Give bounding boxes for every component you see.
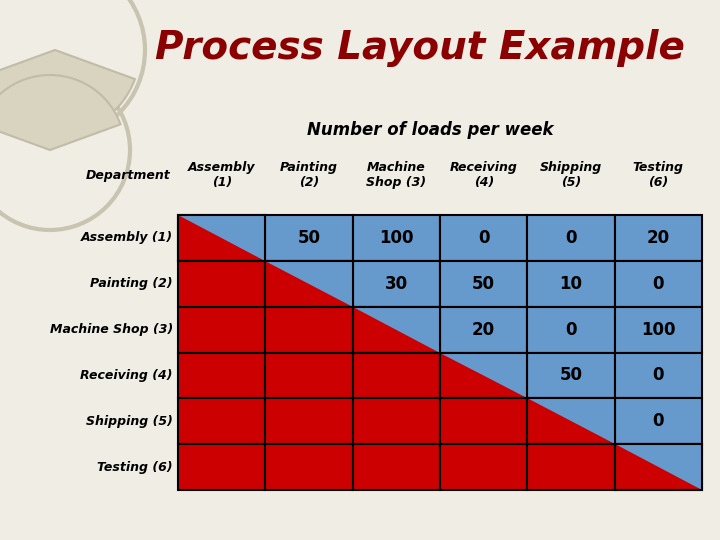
Bar bbox=[440, 261, 527, 307]
Bar bbox=[440, 399, 527, 444]
Bar bbox=[615, 444, 702, 490]
Wedge shape bbox=[0, 75, 120, 150]
Text: Machine
Shop (3): Machine Shop (3) bbox=[366, 161, 426, 189]
Bar bbox=[353, 307, 440, 353]
Bar bbox=[615, 307, 702, 353]
Bar bbox=[266, 307, 353, 353]
Bar bbox=[353, 215, 440, 261]
Bar bbox=[440, 444, 527, 490]
Text: Testing
(6): Testing (6) bbox=[633, 161, 684, 189]
Text: 0: 0 bbox=[652, 412, 664, 430]
Text: Receiving (4): Receiving (4) bbox=[81, 369, 173, 382]
Text: 0: 0 bbox=[478, 229, 490, 247]
Bar bbox=[266, 215, 353, 261]
Bar bbox=[615, 353, 702, 399]
Bar bbox=[353, 444, 440, 490]
Text: Assembly
(1): Assembly (1) bbox=[188, 161, 256, 189]
Bar bbox=[353, 399, 440, 444]
Text: 100: 100 bbox=[379, 229, 413, 247]
Bar bbox=[527, 444, 615, 490]
Text: 0: 0 bbox=[565, 321, 577, 339]
Bar bbox=[527, 307, 615, 353]
Text: 20: 20 bbox=[647, 229, 670, 247]
Bar bbox=[527, 215, 615, 261]
Bar bbox=[527, 399, 615, 444]
Text: Receiving
(4): Receiving (4) bbox=[450, 161, 518, 189]
Bar bbox=[353, 261, 440, 307]
Text: 50: 50 bbox=[472, 275, 495, 293]
Bar bbox=[178, 307, 266, 353]
Text: Painting (2): Painting (2) bbox=[91, 277, 173, 291]
Bar bbox=[527, 261, 615, 307]
Bar bbox=[266, 261, 353, 307]
Bar bbox=[440, 215, 527, 261]
Text: Shipping
(5): Shipping (5) bbox=[540, 161, 602, 189]
Bar bbox=[178, 353, 266, 399]
Bar bbox=[440, 353, 527, 399]
Polygon shape bbox=[178, 215, 266, 261]
Polygon shape bbox=[527, 399, 615, 444]
Text: 30: 30 bbox=[384, 275, 408, 293]
Polygon shape bbox=[615, 444, 702, 490]
Wedge shape bbox=[0, 50, 135, 135]
Bar bbox=[440, 307, 527, 353]
Bar bbox=[266, 261, 353, 307]
Text: 0: 0 bbox=[652, 367, 664, 384]
Bar bbox=[266, 353, 353, 399]
Bar bbox=[615, 215, 702, 261]
Bar bbox=[615, 444, 702, 490]
Bar bbox=[353, 353, 440, 399]
Text: Painting
(2): Painting (2) bbox=[280, 161, 338, 189]
Polygon shape bbox=[266, 261, 353, 307]
Bar bbox=[527, 353, 615, 399]
Text: 100: 100 bbox=[641, 321, 675, 339]
Text: Machine Shop (3): Machine Shop (3) bbox=[50, 323, 173, 336]
Bar bbox=[615, 399, 702, 444]
Text: 0: 0 bbox=[652, 275, 664, 293]
Bar bbox=[178, 399, 266, 444]
Bar bbox=[527, 399, 615, 444]
Text: Shipping (5): Shipping (5) bbox=[86, 415, 173, 428]
Text: 0: 0 bbox=[565, 229, 577, 247]
Bar bbox=[178, 215, 266, 261]
Bar bbox=[266, 444, 353, 490]
Bar bbox=[178, 261, 266, 307]
Bar bbox=[178, 444, 266, 490]
Text: Testing (6): Testing (6) bbox=[97, 461, 173, 474]
Bar bbox=[353, 307, 440, 353]
Text: 10: 10 bbox=[559, 275, 582, 293]
Text: Assembly (1): Assembly (1) bbox=[81, 232, 173, 245]
Bar bbox=[440, 353, 527, 399]
Text: 50: 50 bbox=[559, 367, 582, 384]
Bar bbox=[178, 215, 266, 261]
Text: Department: Department bbox=[85, 168, 170, 181]
Text: 20: 20 bbox=[472, 321, 495, 339]
Text: Number of loads per week: Number of loads per week bbox=[307, 121, 553, 139]
Bar bbox=[266, 399, 353, 444]
Polygon shape bbox=[440, 353, 527, 399]
Bar bbox=[615, 261, 702, 307]
Polygon shape bbox=[353, 307, 440, 353]
Text: Process Layout Example: Process Layout Example bbox=[155, 29, 685, 67]
Text: 50: 50 bbox=[297, 229, 320, 247]
